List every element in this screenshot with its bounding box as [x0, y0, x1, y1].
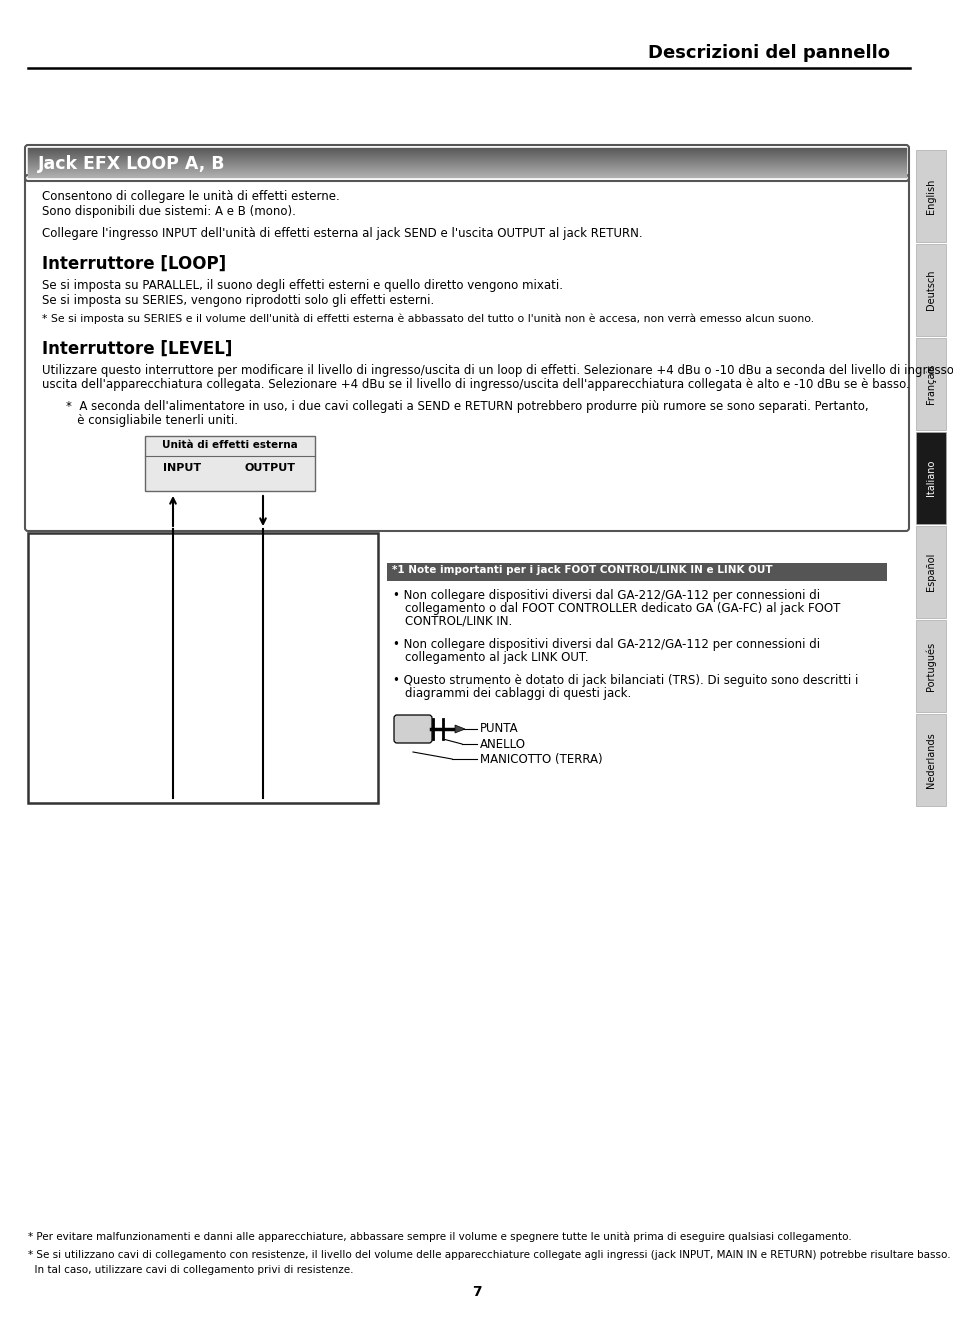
- Text: Français: Français: [925, 364, 935, 405]
- Bar: [915, 150, 945, 243]
- Text: diagrammi dei cablaggi di questi jack.: diagrammi dei cablaggi di questi jack.: [405, 687, 631, 700]
- Text: * Per evitare malfunzionamenti e danni alle apparecchiature, abbassare sempre il: * Per evitare malfunzionamenti e danni a…: [28, 1232, 851, 1243]
- Text: Consentono di collegare le unità di effetti esterne.: Consentono di collegare le unità di effe…: [42, 190, 339, 203]
- Text: Utilizzare questo interruttore per modificare il livello di ingresso/uscita di u: Utilizzare questo interruttore per modif…: [42, 364, 953, 377]
- Text: collegamento al jack LINK OUT.: collegamento al jack LINK OUT.: [405, 651, 588, 664]
- Text: Deutsch: Deutsch: [925, 270, 935, 310]
- Text: Sono disponibili due sistemi: A e B (mono).: Sono disponibili due sistemi: A e B (mon…: [42, 206, 295, 217]
- Text: Italiano: Italiano: [925, 460, 935, 496]
- Text: OUTPUT: OUTPUT: [245, 463, 295, 473]
- Text: English: English: [925, 178, 935, 214]
- Text: Descrizioni del pannello: Descrizioni del pannello: [647, 43, 889, 62]
- FancyBboxPatch shape: [394, 714, 432, 743]
- Text: Collegare l'ingresso INPUT dell'unità di effetti esterna al jack SEND e l'uscita: Collegare l'ingresso INPUT dell'unità di…: [42, 227, 642, 240]
- Text: Portugués: Portugués: [924, 642, 935, 691]
- Polygon shape: [455, 725, 464, 733]
- Bar: [387, 563, 886, 581]
- Text: * Se si utilizzano cavi di collegamento con resistenze, il livello del volume de: * Se si utilizzano cavi di collegamento …: [28, 1249, 949, 1260]
- Text: è consigliabile tenerli uniti.: è consigliabile tenerli uniti.: [66, 414, 237, 427]
- Text: * Se si imposta su SERIES e il volume dell'unità di effetti esterna è abbassato : * Se si imposta su SERIES e il volume de…: [42, 314, 813, 324]
- Text: • Non collegare dispositivi diversi dal GA-212/GA-112 per connessioni di: • Non collegare dispositivi diversi dal …: [393, 589, 820, 602]
- Bar: [915, 619, 945, 712]
- Text: Español: Español: [925, 552, 935, 592]
- Text: Interruttore [LEVEL]: Interruttore [LEVEL]: [42, 340, 233, 358]
- Text: • Non collegare dispositivi diversi dal GA-212/GA-112 per connessioni di: • Non collegare dispositivi diversi dal …: [393, 638, 820, 651]
- Text: Se si imposta su PARALLEL, il suono degli effetti esterni e quello diretto vengo: Se si imposta su PARALLEL, il suono degl…: [42, 279, 562, 293]
- Text: PUNTA: PUNTA: [479, 722, 518, 735]
- Text: 7: 7: [472, 1285, 481, 1300]
- Text: In tal caso, utilizzare cavi di collegamento privi di resistenze.: In tal caso, utilizzare cavi di collegam…: [28, 1265, 354, 1275]
- Text: Unità di effetti esterna: Unità di effetti esterna: [162, 440, 297, 449]
- Text: *1 Note importanti per i jack FOOT CONTROL/LINK IN e LINK OUT: *1 Note importanti per i jack FOOT CONTR…: [392, 565, 772, 575]
- Text: uscita dell'apparecchiatura collegata. Selezionare +4 dBu se il livello di ingre: uscita dell'apparecchiatura collegata. S…: [42, 378, 909, 391]
- Text: collegamento o dal FOOT CONTROLLER dedicato GA (GA-FC) al jack FOOT: collegamento o dal FOOT CONTROLLER dedic…: [405, 602, 840, 616]
- Bar: [915, 714, 945, 807]
- Text: ANELLO: ANELLO: [479, 738, 525, 750]
- Text: Nederlands: Nederlands: [925, 731, 935, 788]
- FancyBboxPatch shape: [145, 436, 314, 492]
- Text: *  A seconda dell'alimentatore in uso, i due cavi collegati a SEND e RETURN potr: * A seconda dell'alimentatore in uso, i …: [66, 399, 868, 413]
- Bar: [915, 337, 945, 430]
- Text: Se si imposta su SERIES, vengono riprodotti solo gli effetti esterni.: Se si imposta su SERIES, vengono riprodo…: [42, 294, 434, 307]
- Bar: [915, 244, 945, 336]
- Text: • Questo strumento è dotato di jack bilanciati (TRS). Di seguito sono descritti : • Questo strumento è dotato di jack bila…: [393, 673, 858, 687]
- FancyBboxPatch shape: [25, 175, 908, 531]
- Text: CONTROL/LINK IN.: CONTROL/LINK IN.: [405, 616, 512, 627]
- Bar: [915, 526, 945, 618]
- Text: Interruttore [LOOP]: Interruttore [LOOP]: [42, 254, 226, 273]
- Text: Jack EFX LOOP A, B: Jack EFX LOOP A, B: [38, 156, 225, 173]
- Text: INPUT: INPUT: [163, 463, 201, 473]
- Text: MANICOTTO (TERRA): MANICOTTO (TERRA): [479, 753, 602, 766]
- Bar: [915, 432, 945, 525]
